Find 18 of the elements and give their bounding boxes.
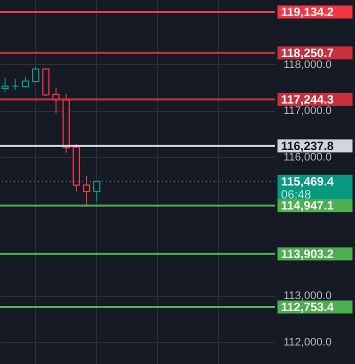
y-tick-label: 118,000.0 bbox=[284, 58, 332, 71]
ref-line-label: 119,134.2 bbox=[281, 5, 334, 20]
candlestick bbox=[22, 76, 30, 88]
candlestick bbox=[32, 66, 40, 82]
y-tick-label: 113,000.0 bbox=[284, 290, 332, 302]
ref-line-label: 117,244.3 bbox=[281, 92, 334, 106]
ref-line-label: 114,947.1 bbox=[281, 198, 334, 213]
ref-line-label: 112,753.4 bbox=[281, 300, 334, 314]
y-tick-label: 112,000.0 bbox=[284, 336, 332, 348]
candlestick bbox=[12, 78, 19, 90]
ref-line-label: 118,250.7 bbox=[281, 46, 334, 60]
text: 06:48 bbox=[281, 187, 312, 202]
ref-line-label: 113,903.2 bbox=[281, 246, 334, 261]
y-tick-label: 116,000.0 bbox=[284, 151, 332, 164]
candlestick bbox=[82, 175, 90, 206]
ref-line-label: 116,237.8 bbox=[281, 138, 334, 153]
y-tick-label: 117,000.0 bbox=[284, 105, 332, 118]
ref-line-label: 115,469.4 bbox=[281, 174, 334, 188]
